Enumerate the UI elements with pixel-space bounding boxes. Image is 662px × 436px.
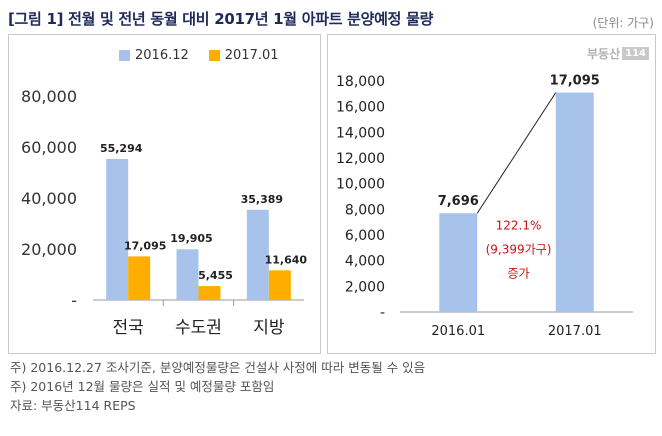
data-label: 35,389: [241, 193, 283, 206]
footnotes: 주) 2016.12.27 조사기준, 분양예정물량은 건설사 사정에 따라 변…: [10, 358, 425, 415]
bar-2017-01: [198, 286, 221, 300]
y-tick-label: -: [380, 305, 385, 321]
growth-annotation: (9,399가구): [486, 242, 552, 256]
y-tick-label: 4,000: [345, 254, 385, 270]
right-bar-chart: - 2,000 4,000 6,000 8,000 10,000 12,000 14,000 1…: [336, 74, 633, 339]
chart-title: [그림 1] 전월 및 전년 동월 대비 2017년 1월 아파트 분양예정 물…: [8, 10, 434, 28]
left-chart-panel: 2016.12 2017.01 - 20,000 40,000 60,000 80,00…: [8, 34, 321, 354]
y-tick-label: -: [71, 291, 77, 310]
data-label: 11,640: [265, 253, 308, 266]
data-label: 17,095: [124, 239, 166, 252]
bar-2016-12: [106, 159, 129, 300]
x-category-label: 지방: [253, 318, 285, 338]
legend-item-2016-12: 2016.12: [119, 48, 189, 63]
y-tick-label: 10,000: [336, 177, 385, 193]
bar-2016-01: [439, 213, 478, 312]
y-tick-label: 12,000: [336, 151, 385, 167]
brand-text: 부동산: [587, 47, 621, 61]
growth-annotation: 122.1%: [496, 218, 542, 232]
legend-swatch-2017-01: [208, 50, 220, 61]
y-tick-label: 20,000: [21, 240, 77, 259]
bar-2017-01: [268, 270, 291, 300]
x-category-label: 2017.01: [548, 324, 602, 339]
y-tick-label: 16,000: [336, 100, 385, 116]
y-tick-label: 18,000: [336, 74, 385, 90]
legend-swatch-2016-12: [119, 50, 130, 61]
x-category-label: 전국: [113, 318, 144, 338]
right-chart-panel: 부동산 114 - 2,000 4,000 6,000 8,000 10,000 12,00…: [327, 34, 656, 354]
brand-logo: 부동산 114: [587, 45, 649, 62]
y-tick-label: 40,000: [21, 189, 77, 208]
legend: 2016.12 2017.01: [119, 48, 299, 63]
legend-item-2017-01: 2017.01: [208, 48, 279, 63]
data-label: 17,095: [550, 74, 600, 89]
legend-label-2016-12: 2016.12: [135, 48, 189, 63]
bar-2016-12: [176, 249, 199, 300]
bar-2017-01: [128, 256, 151, 300]
bar-2017-01: [555, 92, 594, 312]
unit-label: (단위: 가구): [592, 16, 654, 30]
footnote-1: 주) 2016.12.27 조사기준, 분양예정물량은 건설사 사정에 따라 변…: [10, 360, 426, 375]
y-tick-label: 80,000: [21, 87, 77, 106]
footnote-source: 자료: 부동산114 REPS: [10, 398, 136, 413]
growth-connector-line: [476, 92, 557, 214]
x-category-label: 2016.01: [431, 324, 485, 339]
brand-box: 114: [622, 47, 649, 60]
x-category-label: 수도권: [175, 318, 222, 338]
bar-2016-12: [246, 209, 269, 300]
left-bar-chart: - 20,000 40,000 60,000 80,000 55,294 17,095 전국 1…: [21, 87, 308, 338]
y-tick-label: 2,000: [345, 279, 385, 295]
data-label: 5,455: [198, 269, 233, 282]
footnote-2: 주) 2016년 12월 물량은 실적 및 예정물량 포함임: [10, 379, 275, 394]
y-tick-label: 60,000: [21, 138, 77, 157]
y-tick-label: 8,000: [345, 202, 385, 218]
y-tick-label: 6,000: [345, 228, 385, 244]
data-label: 7,696: [438, 194, 479, 209]
legend-label-2017-01: 2017.01: [224, 48, 279, 63]
data-label: 19,905: [170, 232, 212, 245]
y-tick-label: 14,000: [336, 125, 385, 141]
growth-annotation: 증가: [507, 266, 529, 280]
data-label: 55,294: [100, 142, 143, 155]
